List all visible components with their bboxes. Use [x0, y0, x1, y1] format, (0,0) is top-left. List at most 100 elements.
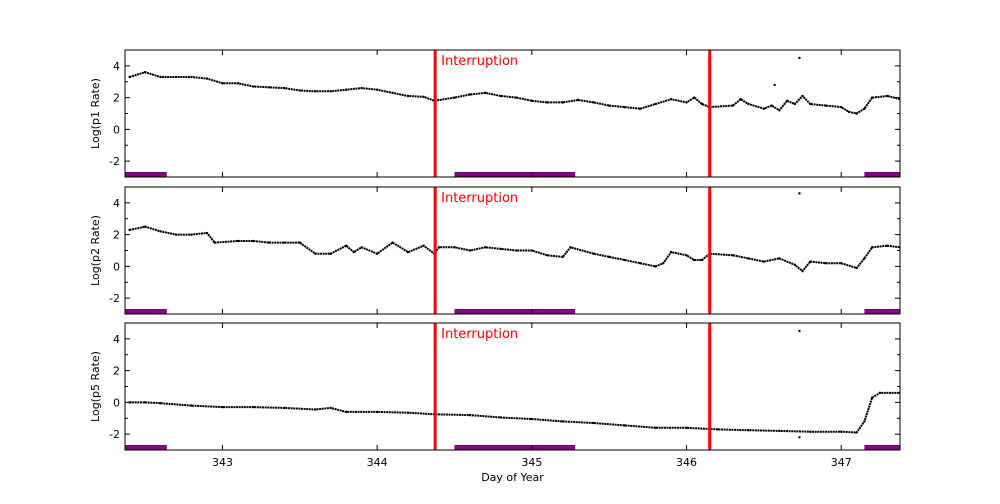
data-point	[252, 85, 255, 88]
y-tick-label: -2	[109, 292, 120, 305]
data-point	[870, 396, 874, 399]
data-point	[422, 244, 425, 247]
data-point	[592, 101, 595, 104]
interval-bar	[454, 172, 576, 177]
data-point	[747, 428, 750, 432]
data-point	[870, 246, 874, 249]
data-point	[159, 75, 162, 79]
data-point	[747, 102, 750, 106]
data-point	[809, 260, 812, 263]
data-point	[345, 244, 348, 247]
data-point	[345, 88, 348, 91]
y-tick-label: 2	[113, 92, 120, 105]
data-point	[793, 102, 797, 106]
data-point	[298, 89, 302, 92]
data-point	[716, 428, 719, 431]
data-point	[213, 241, 216, 244]
data-point	[654, 426, 657, 429]
x-tick-label: 343	[212, 456, 233, 469]
axes-frame	[124, 49, 901, 178]
data-point	[561, 101, 564, 104]
data-point	[847, 110, 851, 114]
data-point	[623, 424, 626, 427]
data-point	[778, 257, 781, 260]
outlier-point	[798, 56, 801, 60]
data-point	[669, 98, 673, 101]
data-point	[314, 408, 317, 411]
data-point	[314, 90, 317, 93]
data-point	[159, 230, 162, 233]
data-point	[762, 107, 766, 110]
data-point	[252, 239, 255, 243]
data-point	[143, 71, 147, 74]
data-point	[360, 86, 363, 90]
data-point	[577, 98, 580, 102]
y-axis-label: Log(p2 Rate)	[89, 215, 102, 286]
data-point	[778, 109, 781, 112]
data-point	[623, 258, 626, 262]
data-point	[221, 405, 224, 409]
panel-2: Interruption -2 0 2 4 Log(p2 Rate)	[89, 186, 901, 315]
plot-area	[125, 187, 900, 314]
data-point	[352, 250, 356, 254]
y-tick-label: 2	[113, 365, 120, 378]
y-tick-label: 0	[113, 260, 120, 273]
interval-bar	[125, 172, 167, 177]
data-point	[530, 99, 534, 103]
x-tick-label: 346	[676, 456, 697, 469]
data-point	[236, 82, 240, 85]
outlier-point	[798, 192, 801, 195]
data-point	[809, 430, 812, 433]
data-point	[693, 258, 696, 262]
data-point	[468, 249, 472, 252]
data-point	[499, 416, 503, 419]
data-point	[174, 75, 178, 79]
data-point	[731, 104, 735, 107]
data-point	[391, 241, 394, 244]
data-series	[129, 71, 900, 115]
data-point	[267, 241, 271, 244]
interval-bar	[864, 172, 900, 177]
data-point	[638, 107, 642, 110]
outlier-point	[798, 329, 801, 333]
y-tick-label: 4	[113, 333, 120, 346]
data-point	[484, 91, 487, 95]
outlier-point	[798, 436, 801, 439]
y-tick-label: -2	[109, 155, 120, 168]
data-point	[329, 252, 332, 255]
data-point	[391, 91, 394, 95]
x-tick-label: 347	[831, 456, 852, 469]
data-point	[468, 93, 472, 96]
data-point	[221, 82, 224, 85]
data-point	[406, 250, 410, 254]
data-point	[840, 105, 843, 109]
y-axis-label: Log(p1 Rate)	[89, 78, 102, 149]
x-tick-label: 344	[367, 456, 388, 469]
plot-area	[125, 323, 900, 450]
data-point	[654, 102, 657, 106]
data-point	[143, 225, 147, 228]
data-point	[283, 241, 286, 244]
data-point	[824, 104, 827, 107]
data-point	[870, 96, 874, 99]
data-point	[840, 430, 843, 433]
data-point	[886, 244, 889, 247]
data-point	[855, 266, 858, 270]
data-point	[314, 252, 317, 255]
data-point	[329, 90, 332, 93]
data-point	[283, 406, 286, 410]
data-point	[159, 401, 162, 405]
data-point	[484, 246, 487, 249]
interval-bar	[454, 309, 576, 314]
data-point	[693, 96, 696, 99]
data-point	[778, 429, 781, 433]
data-point	[863, 420, 866, 423]
data-point	[406, 94, 410, 98]
data-point	[499, 247, 503, 251]
panel-1: Interruption -2 0 2 4 Log(p1 Rate)	[89, 49, 901, 178]
data-point	[205, 77, 209, 80]
y-axis-label: Log(p5 Rate)	[89, 351, 102, 422]
data-point	[654, 265, 657, 268]
data-point	[662, 262, 665, 265]
data-point	[685, 254, 688, 257]
